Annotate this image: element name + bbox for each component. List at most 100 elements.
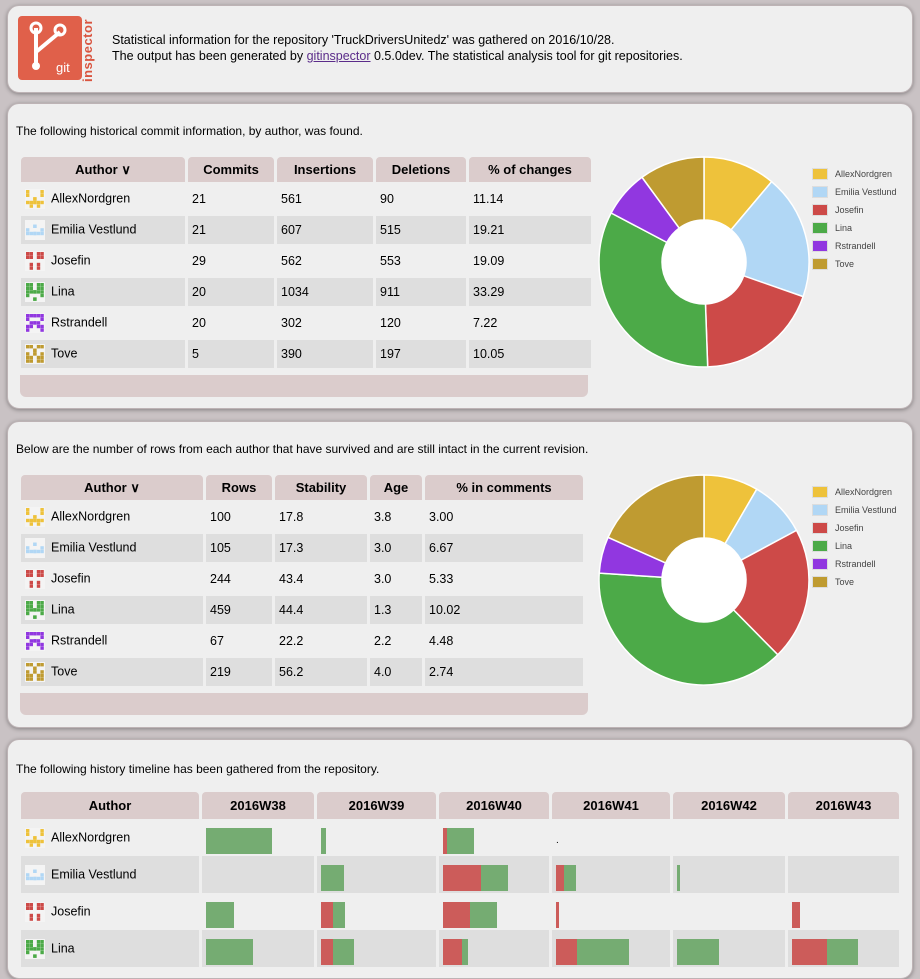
insertions-cell: 607 [277,216,373,244]
legend-item-josefin: Josefin [812,519,897,537]
insertions-bar [321,865,344,891]
insertions-bar [677,939,719,965]
timeline-cell [788,856,899,893]
col-week-2016w39: 2016W39 [317,792,436,819]
timeline-cell [673,930,785,967]
author-name: Rstrandell [51,315,108,330]
pct-cell: 19.09 [469,247,591,275]
pct-cell: 33.29 [469,278,591,306]
header-text: Statistical information for the reposito… [112,32,683,64]
legend-label: Rstrandell [835,559,876,569]
avatar [25,901,45,922]
identicon-icon [25,220,45,240]
author-name: Emilia Vestlund [51,866,137,881]
avatar [25,600,45,620]
deletions-bar [321,939,333,965]
stability-cell: 17.3 [275,534,367,562]
timeline-cell [202,856,314,893]
deletions-bar [556,902,559,928]
col-stability[interactable]: Stability [275,475,367,500]
age-cell: 2.2 [370,627,422,655]
header-line2: The output has been generated by gitinsp… [112,48,683,64]
author-name: Josefin [51,571,91,586]
col-pct-comments[interactable]: % in comments [425,475,583,500]
insertions-cell: 1034 [277,278,373,306]
rows-donut-chart [598,474,810,686]
author-name: AllexNordgren [51,191,131,206]
legend-item-tove: Tove [812,573,897,591]
avatar [25,189,45,209]
legend-swatch [812,486,828,498]
identicon-icon [25,827,45,848]
legend-label: Tove [835,259,855,269]
col-week-2016w40: 2016W40 [439,792,549,819]
identicon-icon [25,901,45,922]
commit-history-intro: The following historical commit informat… [16,124,363,138]
comments-cell: 5.33 [425,565,583,593]
avatar [25,251,45,271]
legend-item-emilia-vestlund: Emilia Vestlund [812,501,897,519]
commit-history-panel: The following historical commit informat… [7,103,913,409]
insertions-bar [470,902,497,928]
identicon-icon [25,631,45,651]
insertions-cell: 561 [277,185,373,213]
author-cell: Tove [21,658,203,686]
comments-cell: 10.02 [425,596,583,624]
col-rows[interactable]: Rows [206,475,272,500]
legend-item-lina: Lina [812,537,897,555]
col-pct-changes[interactable]: % of changes [469,157,591,182]
author-cell: Emilia Vestlund [21,216,185,244]
author-name: Tove [51,664,78,679]
avatar [25,313,45,333]
avatar [25,827,45,848]
legend-label: Lina [835,541,853,551]
commits-cell: 20 [188,278,274,306]
deletions-bar [556,865,564,891]
timeline-row: Lina [21,930,899,967]
col-author-sort[interactable]: Author ∨ [21,157,185,182]
author-cell: Lina [21,930,199,967]
deletions-bar [443,865,481,891]
commits-cell: 20 [188,309,274,337]
col-deletions[interactable]: Deletions [376,157,466,182]
col-age[interactable]: Age [370,475,422,500]
deletions-bar [443,939,462,965]
insertions-bar [577,939,629,965]
author-cell: AllexNordgren [21,503,203,531]
comments-cell: 2.74 [425,658,583,686]
donut-hole [662,538,746,622]
timeline-cell [202,893,314,930]
header-line1: Statistical information for the reposito… [112,33,615,47]
author-cell: AllexNordgren [21,185,185,213]
identicon-icon [25,189,45,209]
col-commits[interactable]: Commits [188,157,274,182]
legend-label: Rstrandell [835,241,876,251]
svg-text:git: git [56,60,70,75]
slice-tove[interactable] [607,474,705,564]
logo-tile: git [18,16,82,80]
gitinspector-logo: git inspector [18,16,95,82]
author-name: Emilia Vestlund [51,540,137,555]
gitinspector-link[interactable]: gitinspector [306,49,371,63]
table-row: Tove 219 56.2 4.0 2.74 [21,658,583,686]
timeline-cell [439,819,549,856]
age-cell: 1.3 [370,596,422,624]
rows-cell: 100 [206,503,272,531]
commits-cell: 29 [188,247,274,275]
col-author: Author [21,792,199,819]
timeline-cell: . [552,819,670,856]
pct-cell: 7.22 [469,309,591,337]
header-line2-suffix: 0.5.0dev. The statistical analysis tool … [370,49,683,63]
author-name: Lina [51,602,75,617]
identicon-icon [25,600,45,620]
col-author-sort[interactable]: Author ∨ [21,475,203,500]
changes-chart-legend: AllexNordgren Emilia Vestlund Josefin Lina R… [812,165,897,273]
col-insertions[interactable]: Insertions [277,157,373,182]
timeline-cell [788,930,899,967]
timeline-cell [673,856,785,893]
stability-cell: 43.4 [275,565,367,593]
table-row: Josefin 244 43.4 3.0 5.33 [21,565,583,593]
table-row: Lina 20 1034 911 33.29 [21,278,591,306]
legend-item-rstrandell: Rstrandell [812,555,897,573]
timeline-cell [202,930,314,967]
